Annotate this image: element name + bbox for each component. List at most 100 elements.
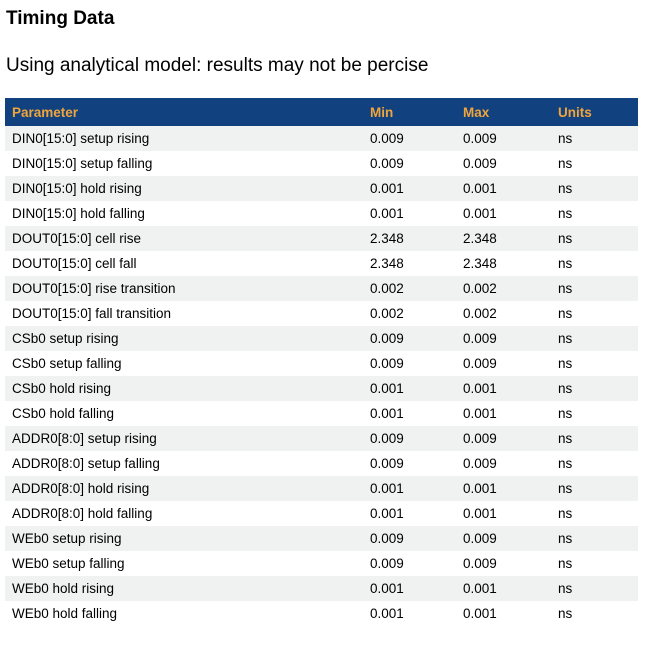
units-cell: ns <box>558 381 573 396</box>
parameter-cell: DIN0[15:0] hold rising <box>12 181 142 196</box>
parameter-cell: CSb0 setup rising <box>12 331 119 346</box>
max-cell: 0.009 <box>463 331 497 346</box>
units-cell: ns <box>558 606 573 621</box>
max-cell: 0.001 <box>463 206 497 221</box>
min-cell: 0.001 <box>370 606 404 621</box>
max-cell: 0.002 <box>463 281 497 296</box>
parameter-cell: DOUT0[15:0] cell fall <box>12 256 137 271</box>
min-cell: 0.001 <box>370 506 404 521</box>
table-row: CSb0 hold falling 0.001 0.001 ns <box>5 401 638 426</box>
table-row: ADDR0[8:0] hold rising 0.001 0.001 ns <box>5 476 638 501</box>
table-row: DOUT0[15:0] cell fall 2.348 2.348 ns <box>5 251 638 276</box>
min-cell: 0.001 <box>370 581 404 596</box>
units-cell: ns <box>558 181 573 196</box>
units-cell: ns <box>558 406 573 421</box>
parameter-cell: DIN0[15:0] setup falling <box>12 156 153 171</box>
max-cell: 0.009 <box>463 131 497 146</box>
min-cell: 0.009 <box>370 431 404 446</box>
units-cell: ns <box>558 331 573 346</box>
table-row: DIN0[15:0] setup falling 0.009 0.009 ns <box>5 151 638 176</box>
parameter-cell: WEb0 setup falling <box>12 556 125 571</box>
parameter-cell: WEb0 hold falling <box>12 606 118 621</box>
table-row: DIN0[15:0] setup rising 0.009 0.009 ns <box>5 126 638 151</box>
table-row: ADDR0[8:0] hold falling 0.001 0.001 ns <box>5 501 638 526</box>
table-row: DOUT0[15:0] cell rise 2.348 2.348 ns <box>5 226 638 251</box>
header-row: Parameter Min Max Units <box>5 98 638 126</box>
units-cell: ns <box>558 481 573 496</box>
min-cell: 0.001 <box>370 481 404 496</box>
parameter-cell: DOUT0[15:0] cell rise <box>12 231 142 246</box>
table-row: ADDR0[8:0] setup falling 0.009 0.009 ns <box>5 451 638 476</box>
max-cell: 0.009 <box>463 456 497 471</box>
max-cell: 0.001 <box>463 181 497 196</box>
units-cell: ns <box>558 256 573 271</box>
max-cell: 0.009 <box>463 156 497 171</box>
min-cell: 2.348 <box>370 256 404 271</box>
max-cell: 0.009 <box>463 531 497 546</box>
parameter-cell: WEb0 setup rising <box>12 531 122 546</box>
min-cell: 0.009 <box>370 131 404 146</box>
parameter-cell: ADDR0[8:0] hold rising <box>12 481 150 496</box>
units-cell: ns <box>558 206 573 221</box>
parameter-cell: ADDR0[8:0] hold falling <box>12 506 153 521</box>
parameter-cell: WEb0 hold rising <box>12 581 115 596</box>
min-cell: 0.002 <box>370 281 404 296</box>
table-row: DIN0[15:0] hold rising 0.001 0.001 ns <box>5 176 638 201</box>
max-cell: 2.348 <box>463 256 497 271</box>
units-cell: ns <box>558 556 573 571</box>
table-row: WEb0 setup falling 0.009 0.009 ns <box>5 551 638 576</box>
min-cell: 0.009 <box>370 531 404 546</box>
min-cell: 0.009 <box>370 356 404 371</box>
table-row: CSb0 hold rising 0.001 0.001 ns <box>5 376 638 401</box>
page-subtitle: Using analytical model: results may not … <box>6 55 429 76</box>
timing-table: Parameter Min Max Units DIN0[15:0] setup… <box>5 98 638 626</box>
page-title: Timing Data <box>6 8 115 29</box>
units-cell: ns <box>558 431 573 446</box>
parameter-cell: DIN0[15:0] setup rising <box>12 131 150 146</box>
max-cell: 0.001 <box>463 506 497 521</box>
max-cell: 0.001 <box>463 606 497 621</box>
parameter-cell: CSb0 hold rising <box>12 381 112 396</box>
table-row: DOUT0[15:0] fall transition 0.002 0.002 ns <box>5 301 638 326</box>
column-header-units: Units <box>551 98 638 126</box>
table-row: ADDR0[8:0] setup rising 0.009 0.009 ns <box>5 426 638 451</box>
units-cell: ns <box>558 281 573 296</box>
column-header-max: Max <box>456 98 551 126</box>
parameter-cell: CSb0 hold falling <box>12 406 115 421</box>
parameter-cell: ADDR0[8:0] setup rising <box>12 431 157 446</box>
table-row: WEb0 hold falling 0.001 0.001 ns <box>5 601 638 626</box>
units-cell: ns <box>558 356 573 371</box>
max-cell: 0.001 <box>463 481 497 496</box>
table-row: CSb0 setup rising 0.009 0.009 ns <box>5 326 638 351</box>
min-cell: 2.348 <box>370 231 404 246</box>
parameter-cell: DOUT0[15:0] rise transition <box>12 281 176 296</box>
units-cell: ns <box>558 531 573 546</box>
units-cell: ns <box>558 306 573 321</box>
min-cell: 0.009 <box>370 331 404 346</box>
min-cell: 0.002 <box>370 306 404 321</box>
max-cell: 0.001 <box>463 406 497 421</box>
table-row: WEb0 hold rising 0.001 0.001 ns <box>5 576 638 601</box>
parameter-cell: DOUT0[15:0] fall transition <box>12 306 172 321</box>
units-cell: ns <box>558 581 573 596</box>
min-cell: 0.009 <box>370 156 404 171</box>
min-cell: 0.001 <box>370 406 404 421</box>
parameter-cell: DIN0[15:0] hold falling <box>12 206 145 221</box>
max-cell: 0.009 <box>463 356 497 371</box>
table-row: CSb0 setup falling 0.009 0.009 ns <box>5 351 638 376</box>
min-cell: 0.009 <box>370 556 404 571</box>
column-header-parameter: Parameter <box>5 98 363 126</box>
max-cell: 0.001 <box>463 581 497 596</box>
timing-table-header: Parameter Min Max Units <box>5 98 638 126</box>
max-cell: 2.348 <box>463 231 497 246</box>
timing-table-body: DIN0[15:0] setup rising 0.009 0.009 ns DIN0[… <box>5 126 638 626</box>
max-cell: 0.009 <box>463 431 497 446</box>
units-cell: ns <box>558 231 573 246</box>
parameter-cell: ADDR0[8:0] setup falling <box>12 456 160 471</box>
units-cell: ns <box>558 131 573 146</box>
table-row: WEb0 setup rising 0.009 0.009 ns <box>5 526 638 551</box>
max-cell: 0.001 <box>463 381 497 396</box>
table-row: DOUT0[15:0] rise transition 0.002 0.002 ns <box>5 276 638 301</box>
max-cell: 0.009 <box>463 556 497 571</box>
